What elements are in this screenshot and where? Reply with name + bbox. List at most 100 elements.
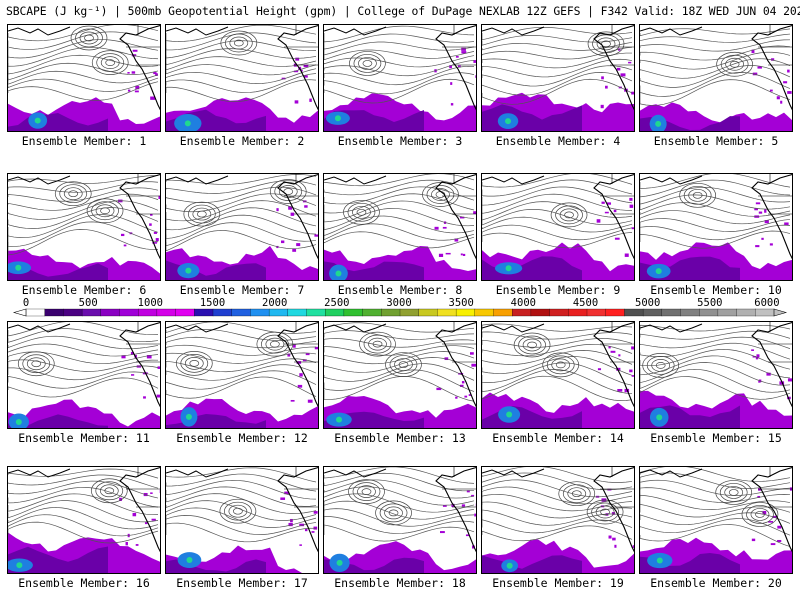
- cape-speckle: [455, 56, 459, 58]
- coastline-north: [640, 323, 703, 333]
- height-contour: [324, 363, 475, 382]
- height-contour: [482, 216, 633, 233]
- cape-speckle: [132, 512, 137, 517]
- colorbar-swatch: [661, 308, 681, 317]
- coastline: [277, 322, 318, 408]
- ensemble-panel: [323, 173, 477, 281]
- colorbar-left-arrow: [12, 308, 27, 317]
- closed-low-contour: [180, 353, 209, 373]
- colorbar-swatch: [549, 308, 569, 317]
- cape-speckle: [769, 243, 773, 246]
- cape-speckle: [461, 381, 465, 384]
- colorbar-swatch: [736, 308, 756, 317]
- height-contour: [166, 64, 317, 76]
- ensemble-panel: [7, 173, 161, 281]
- cape-speckle: [290, 212, 295, 216]
- ensemble-panel: [639, 24, 793, 132]
- colorbar-tick-label: 2500: [324, 297, 350, 309]
- cape-speckle: [618, 354, 621, 357]
- closed-low-contour: [100, 56, 120, 69]
- closed-low-contour: [729, 60, 740, 68]
- height-contour: [482, 525, 633, 542]
- cape-speckle: [471, 363, 476, 367]
- colorbar-swatch: [530, 308, 551, 317]
- closed-low-contour: [359, 331, 396, 357]
- closed-low-contour: [352, 205, 371, 219]
- closed-low-contour: [63, 187, 83, 201]
- closed-low-contour: [86, 198, 124, 224]
- colorbar-swatch: [212, 308, 233, 317]
- closed-low-contour: [586, 499, 624, 525]
- cape-speckle: [755, 202, 761, 205]
- colorbar-swatch: [437, 308, 457, 317]
- coastline-north: [166, 323, 229, 333]
- member-caption: Ensemble Member: 10: [650, 283, 782, 297]
- height-contour: [8, 507, 159, 530]
- closed-low-contour: [54, 181, 92, 207]
- colorbar-swatch: [418, 308, 438, 317]
- closed-low-contour: [220, 30, 258, 56]
- closed-low-contour: [84, 34, 94, 42]
- closed-low-contour: [233, 507, 243, 515]
- height-contour: [166, 186, 317, 203]
- height-contour: [324, 78, 475, 104]
- height-contour: [482, 193, 633, 214]
- member-caption: Ensemble Member: 17: [176, 576, 308, 590]
- height-contour: [640, 503, 791, 518]
- closed-low-contour: [750, 508, 770, 521]
- closed-low-contour: [343, 199, 380, 225]
- colorbar-swatch: [568, 308, 588, 317]
- cape-speckle: [474, 513, 476, 517]
- map-canvas: [640, 322, 792, 428]
- colorbar-tick-label: 4500: [572, 297, 599, 309]
- closed-low-contour: [646, 356, 675, 375]
- closed-low-contour: [384, 506, 403, 520]
- height-contour: [324, 493, 475, 513]
- height-contour: [640, 202, 791, 217]
- political-border: [126, 174, 160, 215]
- closed-low-contour: [398, 361, 409, 368]
- height-contour: [324, 200, 475, 223]
- closed-low-contour: [372, 340, 383, 348]
- closed-low-contour: [26, 357, 46, 371]
- height-contour: [166, 522, 317, 543]
- coastline-north: [8, 323, 71, 333]
- height-contour: [640, 174, 791, 189]
- height-contour: [166, 79, 317, 102]
- cape-peak: [505, 118, 512, 125]
- cape-speckle: [777, 539, 782, 543]
- height-contour: [8, 500, 159, 523]
- closed-low-contour: [426, 185, 455, 204]
- member-caption: Ensemble Member: 12: [176, 431, 308, 445]
- cape-speckle: [473, 60, 476, 63]
- cape-core: [324, 109, 424, 131]
- height-contour: [8, 77, 159, 92]
- cape-speckle: [601, 76, 604, 80]
- height-contour: [482, 201, 633, 221]
- height-contour: [640, 330, 791, 340]
- height-contour: [8, 468, 159, 479]
- height-contour: [324, 59, 475, 77]
- cape-speckle: [123, 244, 127, 247]
- cape-speckle: [131, 374, 135, 376]
- closed-low-contour: [361, 488, 372, 495]
- closed-low-contour: [68, 190, 79, 198]
- map-title: SBCAPE (J kg⁻¹) | 500mb Geopotential Hei…: [6, 4, 800, 18]
- ensemble-panel: [481, 173, 635, 281]
- cape-peak: [505, 265, 512, 272]
- political-border: [442, 25, 476, 66]
- colorbar-swatch: [268, 308, 289, 317]
- height-contour: [482, 52, 633, 69]
- height-contour: [482, 338, 633, 348]
- height-contour: [482, 208, 633, 226]
- height-contour: [8, 371, 159, 389]
- map-canvas: [8, 322, 160, 428]
- cape-speckle: [604, 211, 609, 214]
- cape-speckle: [459, 216, 465, 219]
- cape-speckle: [755, 357, 759, 360]
- closed-low-contour: [22, 354, 51, 374]
- closed-low-contour: [679, 182, 717, 208]
- closed-low-contour: [558, 481, 596, 507]
- height-contour: [8, 207, 159, 229]
- cape-speckle: [158, 195, 160, 200]
